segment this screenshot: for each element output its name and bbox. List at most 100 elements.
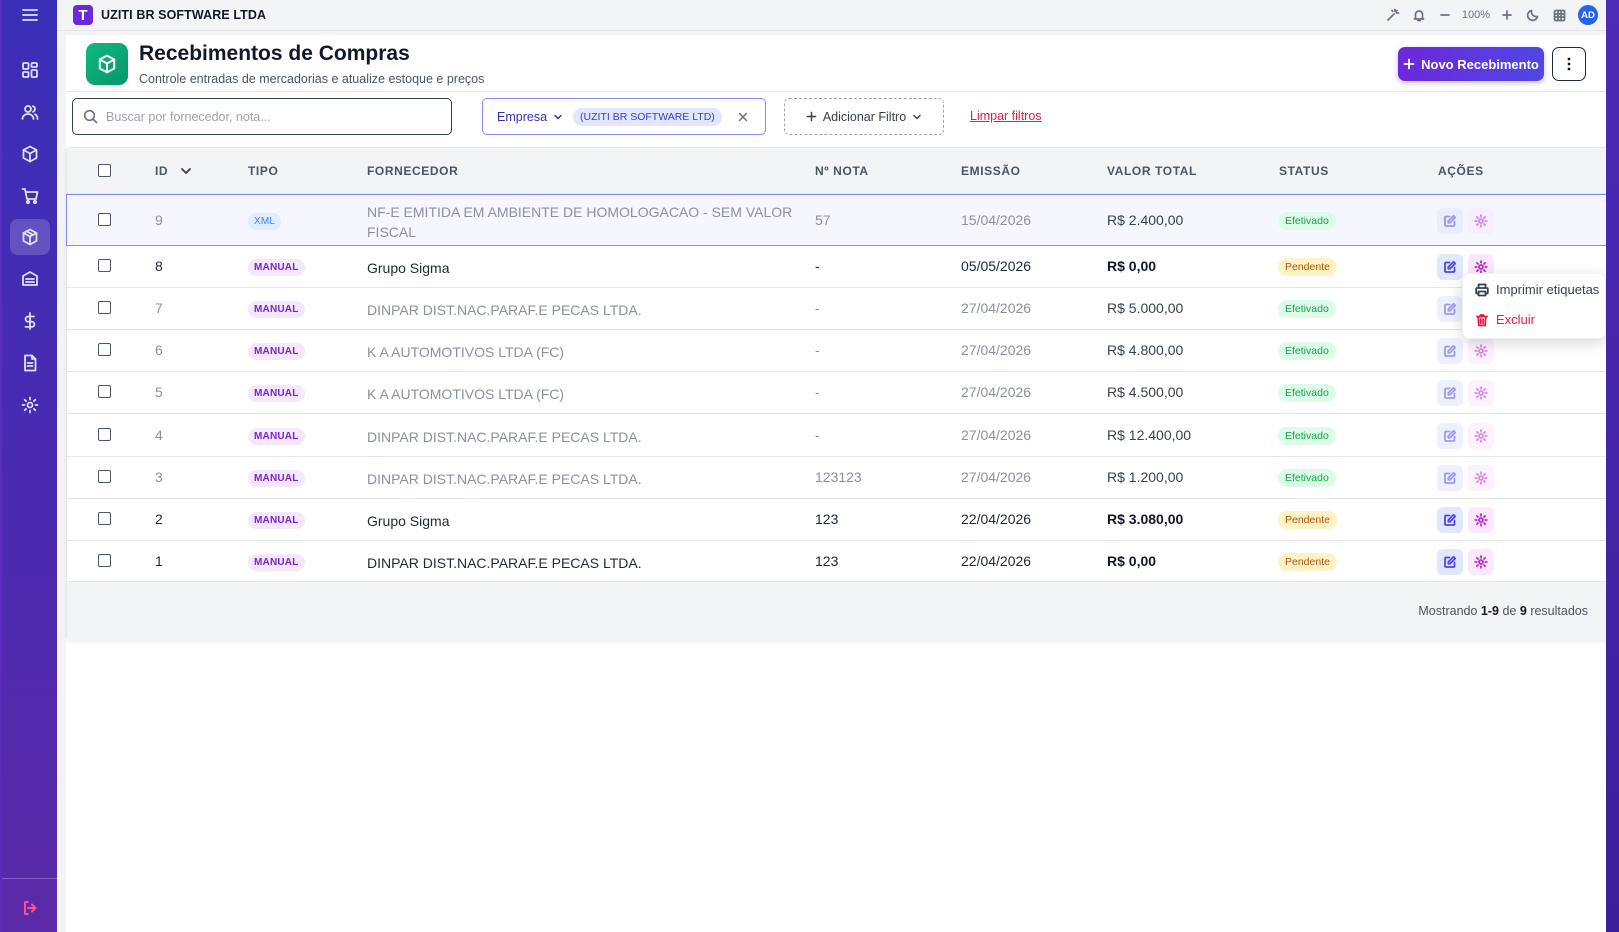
dashboard-icon <box>22 62 38 78</box>
cell-valor-total: R$ 3.080,00 <box>1107 511 1184 527</box>
edit-button[interactable] <box>1437 507 1463 533</box>
table-row[interactable]: 6 MANUAL K A AUTOMOTIVOS LTDA (FC) - 27/04/2… <box>67 330 1608 372</box>
cell-valor-total: R$ 1.200,00 <box>1107 469 1184 485</box>
new-receipt-button[interactable]: Novo Recebimento <box>1398 47 1544 81</box>
table-row[interactable]: 3 MANUAL DINPAR DIST.NAC.PARAF.E PECAS LTD… <box>67 457 1608 499</box>
row-checkbox[interactable] <box>98 428 111 441</box>
company-filter[interactable]: Empresa (UZITI BR SOFTWARE LTD) <box>482 98 766 135</box>
sidebar-item-finance[interactable] <box>10 303 50 339</box>
table-row[interactable]: 1 MANUAL DINPAR DIST.NAC.PARAF.E PECAS LTD… <box>67 541 1608 582</box>
users-icon <box>21 105 39 120</box>
cell-nota: - <box>815 427 820 443</box>
column-id[interactable]: ID <box>155 164 169 178</box>
sidebar-item-dashboard[interactable] <box>10 52 50 88</box>
row-actions-button[interactable] <box>1468 338 1494 364</box>
row-checkbox[interactable] <box>98 343 111 356</box>
search-field[interactable] <box>72 98 452 135</box>
zoom-level: 100% <box>1461 9 1490 21</box>
sidebar-divider <box>2 878 59 879</box>
sidebar-item-inventory[interactable] <box>10 261 50 297</box>
row-actions-button[interactable] <box>1468 423 1494 449</box>
edit-button[interactable] <box>1437 423 1463 449</box>
row-checkbox[interactable] <box>98 259 111 272</box>
clear-filters-link[interactable]: Limpar filtros <box>970 109 1042 123</box>
edit-button[interactable] <box>1437 465 1463 491</box>
apps-grid-button[interactable] <box>1546 5 1572 25</box>
search-input[interactable] <box>106 109 426 124</box>
row-checkbox[interactable] <box>98 213 111 226</box>
row-checkbox[interactable] <box>98 470 111 483</box>
user-avatar[interactable]: AD <box>1578 5 1598 25</box>
table-row[interactable]: 2 MANUAL Grupo Sigma 123 22/04/2026 R$ 3.080,… <box>67 499 1608 541</box>
table-footer: Mostrando 1-9 de 9 resultados <box>67 582 1608 640</box>
status-badge: Efetivado <box>1278 342 1336 360</box>
zoom-in-button[interactable] <box>1494 5 1520 25</box>
sort-desc-icon[interactable] <box>180 165 192 177</box>
edit-button[interactable] <box>1437 549 1463 575</box>
table-row[interactable]: 4 MANUAL DINPAR DIST.NAC.PARAF.E PECAS LTD… <box>67 414 1608 457</box>
dark-mode-toggle[interactable] <box>1520 5 1546 25</box>
package-receive-icon <box>98 54 116 74</box>
sidebar-item-products[interactable] <box>10 136 50 172</box>
cell-fornecedor: Grupo Sigma <box>367 260 450 276</box>
edit-button[interactable] <box>1437 296 1463 322</box>
cell-nota: 123123 <box>815 469 862 485</box>
sidebar-item-users[interactable] <box>10 94 50 130</box>
sidebar-item-settings[interactable] <box>10 387 50 423</box>
row-actions-button[interactable] <box>1468 380 1494 406</box>
column-emissao: EMISSÃO <box>961 164 1021 178</box>
header-divider <box>66 91 1609 92</box>
notifications-button[interactable] <box>1406 5 1432 25</box>
window-edge <box>1606 0 1619 932</box>
page-subtitle: Controle entradas de mercadorias e atual… <box>139 72 485 86</box>
cell-nota: - <box>815 300 820 316</box>
more-options-button[interactable] <box>1552 47 1586 81</box>
add-filter-button[interactable]: Adicionar Filtro <box>784 98 944 135</box>
gear-icon <box>1474 555 1488 569</box>
row-checkbox[interactable] <box>98 301 111 314</box>
edit-button[interactable] <box>1437 380 1463 406</box>
row-actions-button[interactable] <box>1468 208 1494 234</box>
type-badge: MANUAL <box>248 301 305 318</box>
status-badge: Pendente <box>1278 258 1337 276</box>
cell-fornecedor: DINPAR DIST.NAC.PARAF.E PECAS LTDA. <box>367 471 642 487</box>
type-badge: MANUAL <box>248 512 305 529</box>
edit-button[interactable] <box>1437 338 1463 364</box>
cell-fornecedor: DINPAR DIST.NAC.PARAF.E PECAS LTDA. <box>367 429 642 445</box>
delete-menu-item[interactable]: Excluir <box>1475 312 1535 327</box>
zoom-out-button[interactable] <box>1432 5 1458 25</box>
edit-button[interactable] <box>1437 254 1463 280</box>
cell-fornecedor: K A AUTOMOTIVOS LTDA (FC) <box>367 344 565 360</box>
edit-icon <box>1444 429 1457 442</box>
sidebar-item-sales[interactable] <box>10 178 50 214</box>
select-all-checkbox[interactable] <box>98 164 111 177</box>
remove-filter-button[interactable] <box>737 110 749 128</box>
menu-toggle-button[interactable] <box>18 6 42 24</box>
theme-settings-button[interactable] <box>1380 5 1406 25</box>
sidebar-item-purchase-receipts[interactable] <box>10 219 50 255</box>
cell-id: 4 <box>155 427 163 443</box>
sidebar-item-reports[interactable] <box>10 345 50 381</box>
table-row[interactable]: 9 XML NF-E EMITIDA EM AMBIENTE DE HOMOLOGA… <box>66 194 1609 246</box>
close-icon <box>738 112 748 122</box>
row-actions-menu: Imprimir etiquetas Excluir <box>1462 273 1606 339</box>
table-row[interactable]: 7 MANUAL DINPAR DIST.NAC.PARAF.E PECAS LTD… <box>67 288 1608 330</box>
row-actions-button[interactable] <box>1468 549 1494 575</box>
status-badge: Efetivado <box>1278 300 1336 318</box>
status-badge: Efetivado <box>1278 427 1336 445</box>
cell-id: 7 <box>155 300 163 316</box>
table-row[interactable]: 5 MANUAL K A AUTOMOTIVOS LTDA (FC) - 27/04/2… <box>67 372 1608 414</box>
cell-emissao: 22/04/2026 <box>961 553 1032 569</box>
cell-valor-total: R$ 0,00 <box>1107 553 1157 569</box>
edit-button[interactable] <box>1437 208 1463 234</box>
row-checkbox[interactable] <box>98 512 111 525</box>
row-checkbox[interactable] <box>98 385 111 398</box>
logout-button[interactable] <box>22 900 40 918</box>
cell-valor-total: R$ 5.000,00 <box>1107 300 1184 316</box>
table-row[interactable]: 8 MANUAL Grupo Sigma - 05/05/2026 R$ 0,00 Pend… <box>67 246 1608 288</box>
print-labels-menu-item[interactable]: Imprimir etiquetas <box>1475 282 1599 297</box>
row-actions-button[interactable] <box>1468 465 1494 491</box>
gear-icon <box>1474 429 1488 443</box>
row-actions-button[interactable] <box>1468 507 1494 533</box>
row-checkbox[interactable] <box>98 554 111 567</box>
